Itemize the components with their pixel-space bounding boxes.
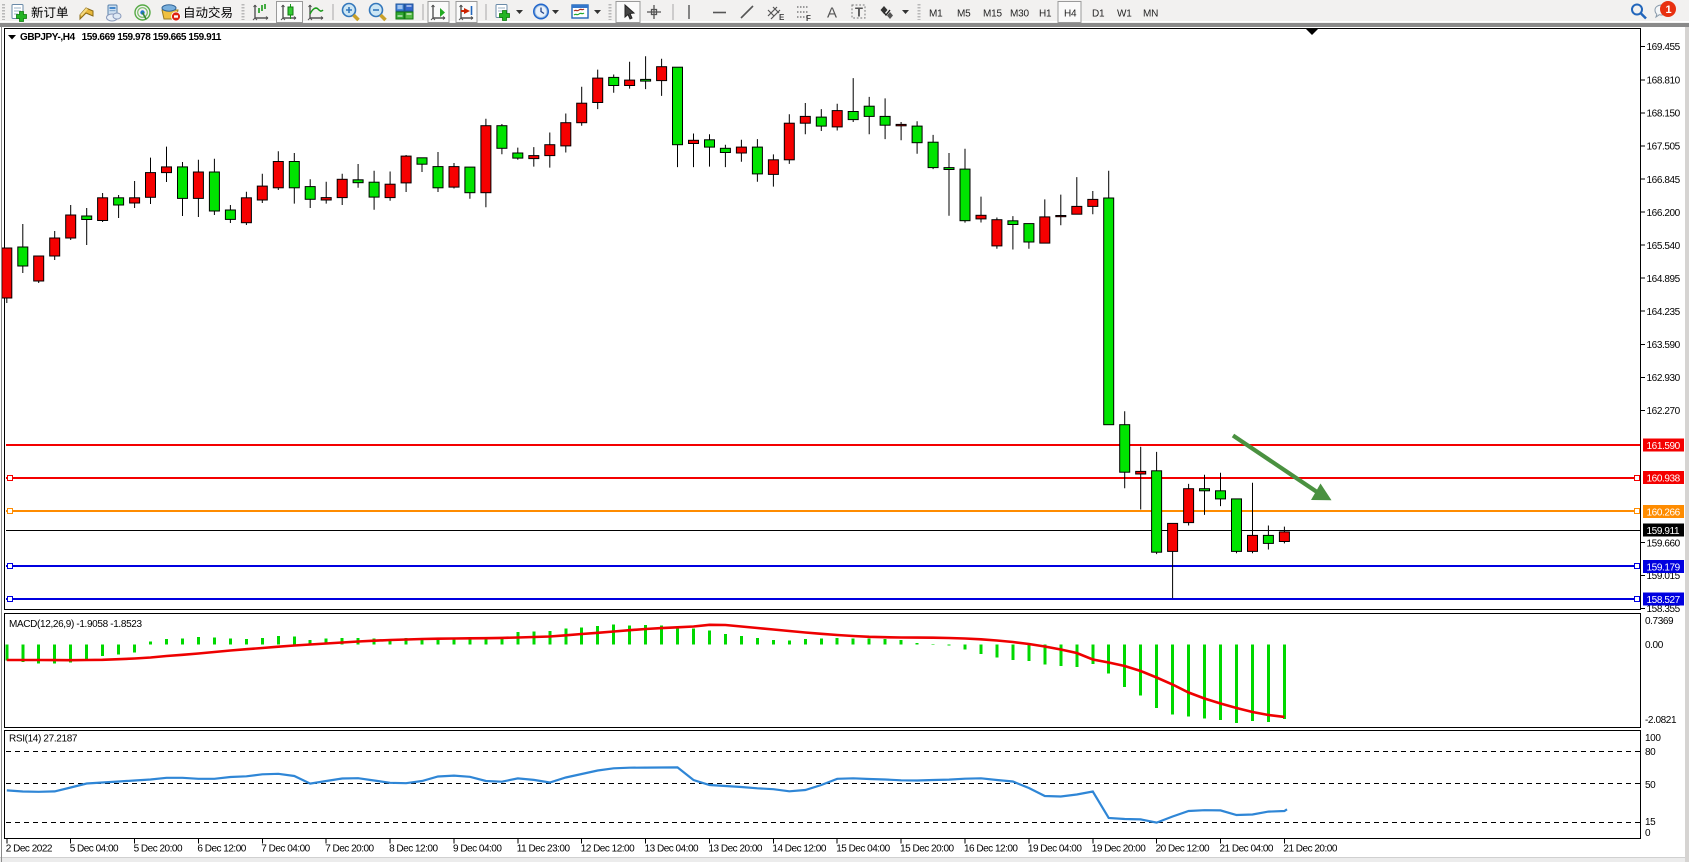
svg-text:RSI(14) 27.2187: RSI(14) 27.2187 (9, 734, 78, 745)
svg-text:7 Dec 20:00: 7 Dec 20:00 (325, 844, 374, 855)
svg-text:12 Dec 12:00: 12 Dec 12:00 (581, 844, 635, 855)
svg-text:GBPJPY-,H4 159.669 159.978 15: GBPJPY-,H4 159.669 159.978 159.665 159.9… (20, 32, 222, 43)
svg-text:15: 15 (1645, 817, 1656, 828)
svg-text:13 Dec 04:00: 13 Dec 04:00 (645, 844, 699, 855)
svg-text:A: A (827, 5, 837, 22)
svg-text:158.355: 158.355 (1647, 604, 1681, 615)
svg-text:M5: M5 (957, 9, 971, 20)
svg-text:W1: W1 (1117, 9, 1132, 20)
svg-text:16 Dec 12:00: 16 Dec 12:00 (964, 844, 1018, 855)
svg-text:M1: M1 (929, 9, 943, 20)
svg-text:20 Dec 12:00: 20 Dec 12:00 (1156, 844, 1210, 855)
svg-text:M15: M15 (983, 9, 1002, 20)
svg-text:160.938: 160.938 (1647, 474, 1681, 485)
svg-text:169.455: 169.455 (1647, 42, 1681, 53)
svg-text:162.930: 162.930 (1647, 373, 1681, 384)
svg-text:9 Dec 04:00: 9 Dec 04:00 (453, 844, 502, 855)
svg-text:159.911: 159.911 (1647, 526, 1680, 537)
svg-text:166.845: 166.845 (1647, 175, 1681, 186)
svg-text:M30: M30 (1010, 9, 1029, 20)
svg-text:D1: D1 (1092, 9, 1105, 20)
svg-text:MN: MN (1143, 9, 1158, 20)
svg-text:159.179: 159.179 (1647, 563, 1681, 574)
svg-text:168.150: 168.150 (1647, 109, 1681, 120)
svg-text:0: 0 (1645, 828, 1651, 839)
svg-text:5 Dec 04:00: 5 Dec 04:00 (70, 844, 119, 855)
svg-text:164.235: 164.235 (1647, 307, 1681, 318)
svg-text:164.895: 164.895 (1647, 274, 1681, 285)
svg-text:21 Dec 04:00: 21 Dec 04:00 (1220, 844, 1274, 855)
svg-text:H1: H1 (1039, 9, 1052, 20)
svg-text:19 Dec 20:00: 19 Dec 20:00 (1092, 844, 1146, 855)
svg-text:160.266: 160.266 (1647, 508, 1681, 519)
svg-text:14 Dec 12:00: 14 Dec 12:00 (772, 844, 826, 855)
svg-text:2 Dec 2022: 2 Dec 2022 (6, 844, 53, 855)
svg-text:MACD(12,26,9) -1.9058 -1.8523: MACD(12,26,9) -1.9058 -1.8523 (9, 619, 142, 630)
svg-text:13 Dec 20:00: 13 Dec 20:00 (709, 844, 763, 855)
svg-text:100: 100 (1645, 733, 1661, 744)
svg-text:162.270: 162.270 (1647, 406, 1681, 417)
svg-text:50: 50 (1645, 780, 1656, 791)
svg-text:5 Dec 20:00: 5 Dec 20:00 (134, 844, 183, 855)
svg-text:15 Dec 20:00: 15 Dec 20:00 (900, 844, 954, 855)
svg-text:80: 80 (1645, 747, 1656, 758)
svg-text:159.015: 159.015 (1647, 571, 1681, 582)
svg-text:161.590: 161.590 (1647, 441, 1681, 452)
svg-text:1: 1 (1666, 4, 1672, 16)
svg-text:168.810: 168.810 (1647, 76, 1681, 87)
svg-text:165.540: 165.540 (1647, 241, 1681, 252)
svg-text:7 Dec 04:00: 7 Dec 04:00 (261, 844, 310, 855)
svg-text:19 Dec 04:00: 19 Dec 04:00 (1028, 844, 1082, 855)
svg-text:8 Dec 12:00: 8 Dec 12:00 (389, 844, 438, 855)
svg-text:T: T (855, 5, 863, 20)
svg-text:163.590: 163.590 (1647, 340, 1681, 351)
svg-text:F: F (806, 14, 811, 23)
svg-text:166.200: 166.200 (1647, 208, 1681, 219)
svg-text:167.505: 167.505 (1647, 142, 1681, 153)
svg-text:15 Dec 04:00: 15 Dec 04:00 (836, 844, 890, 855)
svg-text:-2.0821: -2.0821 (1645, 715, 1677, 726)
svg-text:H4: H4 (1064, 9, 1077, 20)
svg-text:21 Dec 20:00: 21 Dec 20:00 (1283, 844, 1337, 855)
svg-text:158.527: 158.527 (1647, 595, 1681, 606)
svg-text:0.00: 0.00 (1645, 640, 1664, 651)
svg-text:0.7369: 0.7369 (1645, 616, 1674, 627)
svg-text:11 Dec 23:00: 11 Dec 23:00 (517, 844, 571, 855)
svg-text:E: E (779, 13, 785, 22)
svg-text:159.660: 159.660 (1647, 539, 1681, 550)
svg-text:6 Dec 12:00: 6 Dec 12:00 (197, 844, 246, 855)
